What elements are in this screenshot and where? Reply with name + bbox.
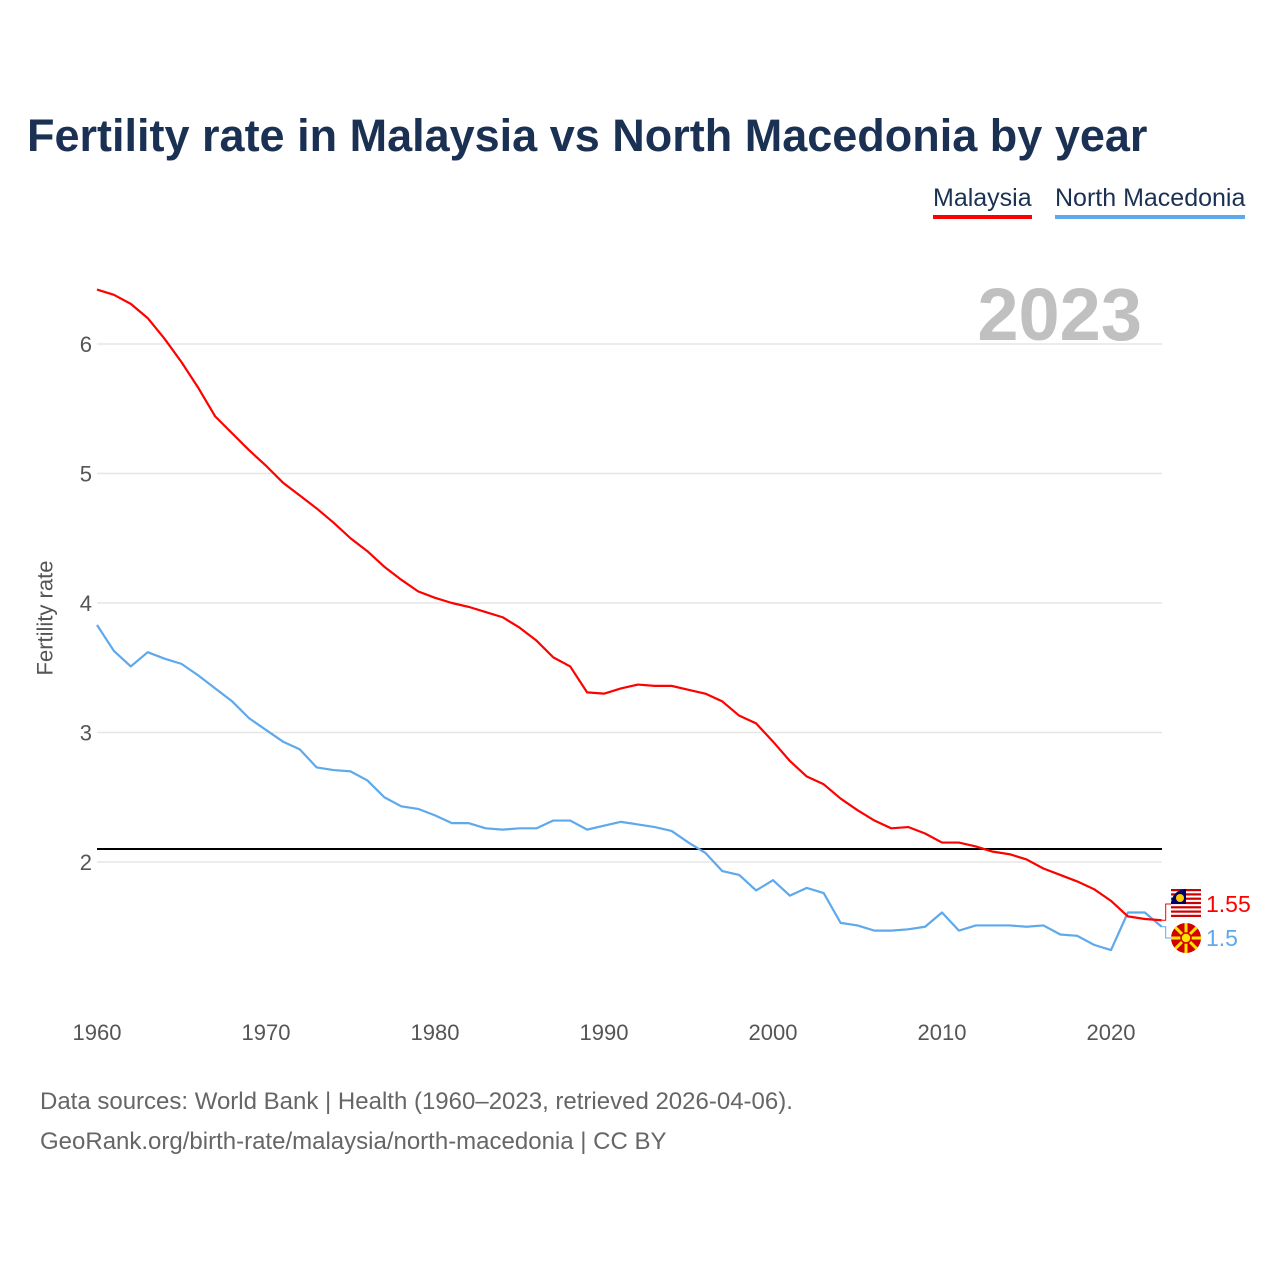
chart-title: Fertility rate in Malaysia vs North Mace… <box>27 110 1148 161</box>
end-value-label: 1.5 <box>1206 925 1238 951</box>
x-tick-label: 2000 <box>749 1020 798 1045</box>
y-axis-label: Fertility rate <box>32 560 58 676</box>
end-value-label: 1.55 <box>1206 891 1251 917</box>
x-tick-label: 2020 <box>1087 1020 1136 1045</box>
legend-malaysia[interactable]: Malaysia <box>933 184 1032 219</box>
y-tick-label: 3 <box>80 721 92 746</box>
y-tick-label: 6 <box>80 332 92 357</box>
flag-stripe <box>1171 910 1201 913</box>
current-year-label: 2023 <box>977 273 1142 356</box>
footer-link[interactable]: GeoRank.org/birth-rate/malaysia/north-ma… <box>40 1128 667 1155</box>
x-tick-label: 1960 <box>73 1020 122 1045</box>
north-macedonia-flag-icon <box>1171 923 1201 953</box>
end-label-connector <box>1161 903 1172 921</box>
x-tick-label: 1980 <box>411 1020 460 1045</box>
flag-crescent <box>1176 894 1184 902</box>
x-tick-label: 1990 <box>580 1020 629 1045</box>
flag-stripe <box>1171 914 1201 917</box>
malaysia-flag-icon <box>1171 889 1201 919</box>
flag-sun <box>1180 932 1192 944</box>
x-tick-label: 1970 <box>242 1020 291 1045</box>
series-line-north-macedonia <box>96 624 1163 952</box>
end-label-connector <box>1161 926 1172 939</box>
y-tick-label: 5 <box>80 462 92 487</box>
x-tick-label: 2010 <box>918 1020 967 1045</box>
legend-north-macedonia[interactable]: North Macedonia <box>1055 184 1246 219</box>
y-tick-label: 4 <box>80 591 92 616</box>
footer-sources: Data sources: World Bank | Health (1960–… <box>40 1088 793 1115</box>
flag-stripe <box>1171 906 1201 909</box>
y-tick-label: 2 <box>80 850 92 875</box>
series-line-malaysia <box>96 288 1162 922</box>
